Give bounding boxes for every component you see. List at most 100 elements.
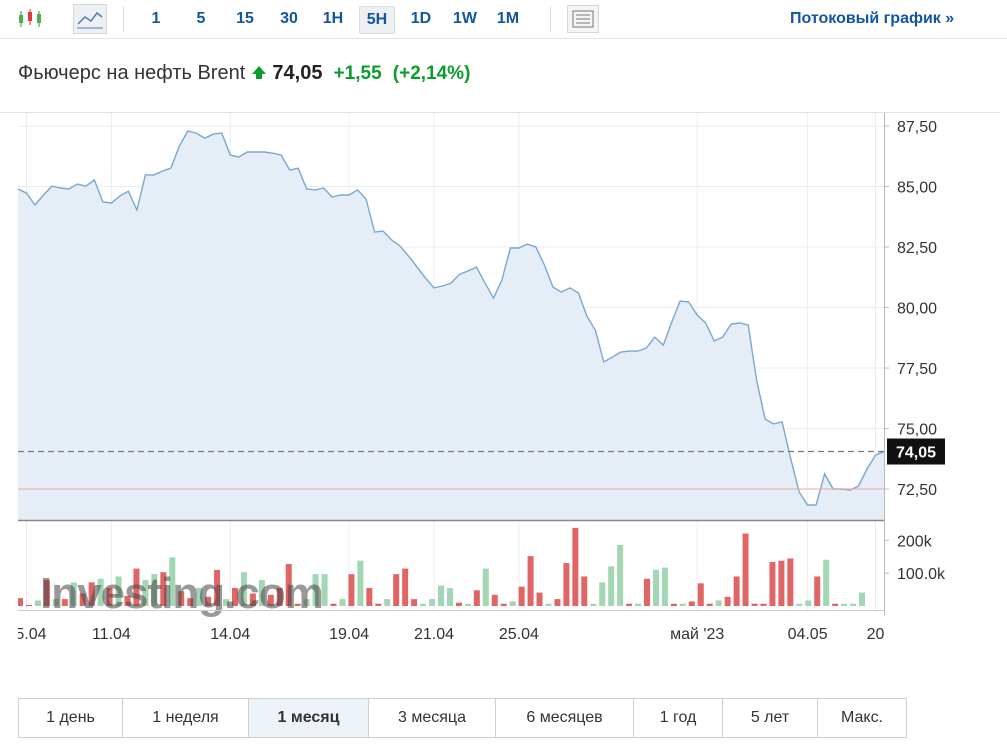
line-icon[interactable] [73,4,107,34]
volume-bar [769,562,776,606]
volume-bar [635,603,642,606]
volume-bar [509,601,516,606]
volume-bar [473,590,480,606]
range-tab[interactable]: 1 месяц [248,699,368,737]
interval-button[interactable]: 5H [359,6,395,34]
y-tick-label: 75,00 [897,422,937,439]
range-tab[interactable]: 1 год [633,699,722,737]
volume-bar [285,563,292,606]
volume-bar [724,596,731,606]
header: Фьючерс на нефть Brent 74,05 +1,55 (+2,1… [18,62,470,85]
volume-bar [536,592,543,606]
volume-bar [420,603,427,606]
volume-bar [375,603,382,606]
volume-bar [267,594,274,606]
volume-bar [527,556,534,606]
interval-button[interactable]: 30 [280,10,298,27]
interval-button[interactable]: 1 [151,10,161,27]
volume-bar [859,592,865,606]
volume-bar [832,603,839,606]
volume-bar [814,576,821,606]
volume-bar [670,603,677,606]
interval-button[interactable]: 1H [322,10,344,27]
x-tick-label: май '23 [670,626,724,643]
volume-bar [715,600,722,606]
range-tab[interactable]: 1 день [46,709,95,726]
volume-bar [34,600,41,606]
volume-bar [402,568,409,606]
x-tick-label: 21.04 [414,626,454,643]
range-tab[interactable]: 5 лет [722,699,817,737]
range-tab[interactable]: 6 месяцев [495,699,633,737]
interval-button[interactable]: 5 [196,10,206,27]
volume-bar [330,603,337,606]
volume-bar [223,599,230,606]
range-tab[interactable]: 3 месяца [368,699,495,737]
volume-bar [169,557,176,606]
volume-bar [572,527,579,606]
volume-bar [70,582,77,606]
toolbar: 1 5 15 30 1H 5H 1D 1W 1M Потоковый график » [0,0,1007,39]
price: 74,05 [272,62,323,84]
news-icon[interactable] [567,5,599,33]
volume-bar [760,603,767,606]
separator [123,6,124,32]
volume-bar [823,559,830,606]
volume-bar [384,599,391,606]
volume-bar [25,605,32,606]
range-tabs: 1 день 1 неделя 1 месяц 3 месяца 6 месяцев 1 … [18,698,907,738]
interval-button[interactable]: 1D [410,10,432,27]
watermark: Investing.com [40,569,323,618]
candle-icon[interactable] [16,7,46,31]
volume-bar [187,598,194,606]
interval-button[interactable]: 1M [496,10,520,27]
volume-bar [133,568,140,606]
volume-bar [312,574,319,606]
volume-bar [617,544,624,606]
interval-button[interactable]: 1W [453,10,477,27]
y-tick-label: 80,00 [897,301,937,318]
y-tick-label: 87,50 [897,119,937,136]
volume-bar [482,568,489,606]
y-tick-label: 200k [897,533,933,550]
volume-bar [626,603,633,606]
volume-bar [339,599,346,606]
x-tick-label: 19.04 [329,626,369,643]
volume-bar [366,587,373,606]
volume-bar [742,533,749,606]
axes: 72,50 75,00 77,50 80,00 82,50 85,00 87,50 74,05… [18,119,946,583]
volume-bar [805,600,812,606]
price-line [18,130,884,506]
volume-bar [61,599,68,606]
volume-bar [115,576,122,606]
volume-bar [446,587,453,606]
volume-bar [205,596,212,606]
range-tab[interactable]: Макс. [817,699,906,737]
volume-bar [124,595,131,606]
volume-bar [303,599,310,606]
volume-bar [464,603,471,606]
volume-bar [52,599,59,606]
last-value-label: 74,05 [896,445,936,462]
stream-link[interactable]: Потоковый график » [790,10,955,27]
volume-bar [357,560,364,606]
area-fill [18,131,884,520]
up-arrow [251,66,266,79]
volume-bar [79,593,86,606]
interval-button[interactable]: 15 [236,10,254,27]
chart: 05.04 11.04 14.04 19.04 21.04 25.04 май '23 04.… [0,112,1000,643]
volume-bar [778,560,785,606]
volume-bar [455,602,462,606]
volume-bar [733,576,740,606]
volume-bar [151,574,158,606]
range-tab[interactable]: 1 неделя [122,699,248,737]
y-tick-label: 85,00 [897,180,937,197]
volume-bar [787,558,794,606]
y-tick-label: 77,50 [897,361,937,378]
volume-bar [661,567,668,606]
volume-bar [160,572,167,606]
separator [550,6,551,32]
volume-bar [563,563,570,606]
x-tick-label: 05.04 [6,626,46,643]
change-percent: (+2,14%) [392,63,471,84]
